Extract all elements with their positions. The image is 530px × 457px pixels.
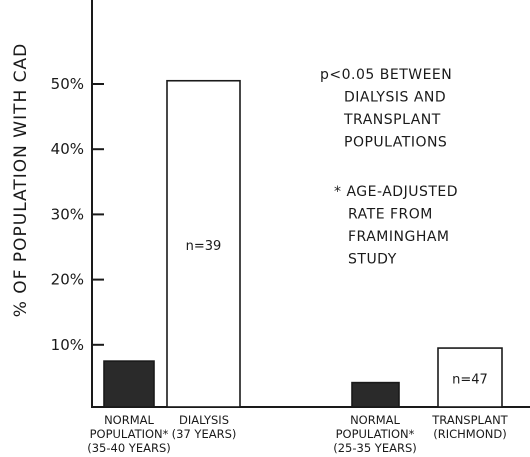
annotation-line: TRANSPLANT: [343, 112, 441, 128]
bar-n-label: n=47: [452, 373, 488, 388]
category-label: POPULATION*: [336, 427, 415, 441]
bar: [351, 381, 400, 408]
bar-n-label: n=39: [186, 239, 222, 254]
y-tick-label: 50%: [51, 75, 84, 93]
category-label: (35-40 YEARS): [87, 441, 171, 455]
annotation-line: POPULATIONS: [344, 135, 447, 151]
annotation-line: STUDY: [348, 252, 397, 268]
y-tick-label: 40%: [51, 140, 84, 158]
category-label: (37 YEARS): [172, 427, 237, 441]
category-label: (25-35 YEARS): [333, 441, 417, 455]
y-tick-label: 30%: [51, 205, 84, 223]
category-label: TRANSPLANT: [431, 413, 508, 427]
category-label: DIALYSIS: [179, 413, 229, 427]
y-axis-ticks: 10% 20% 30% 40% 50%: [51, 75, 104, 354]
annotation-line: FRAMINGHAM: [348, 229, 450, 245]
bars: n=39 n=47: [103, 79, 503, 408]
annotation-line: * AGE-ADJUSTED: [334, 184, 458, 200]
category-label: NORMAL: [104, 413, 154, 427]
category-label: NORMAL: [350, 413, 400, 427]
annotations: p<0.05 BETWEEN DIALYSIS AND TRANSPLANT POPU…: [320, 67, 458, 268]
y-tick-label: 20%: [51, 271, 84, 289]
annotation-line: p<0.05 BETWEEN: [320, 67, 452, 83]
y-axis-label: % OF POPULATION WITH CAD: [11, 43, 31, 318]
annotation-line: RATE FROM: [348, 207, 433, 223]
y-tick-label: 10%: [51, 336, 84, 354]
bar: [437, 347, 503, 408]
annotation-line: DIALYSIS AND: [344, 90, 446, 106]
category-label: POPULATION*: [90, 427, 169, 441]
category-label: (RICHMOND): [433, 427, 506, 441]
bar: [103, 360, 155, 408]
bar: [166, 79, 241, 408]
